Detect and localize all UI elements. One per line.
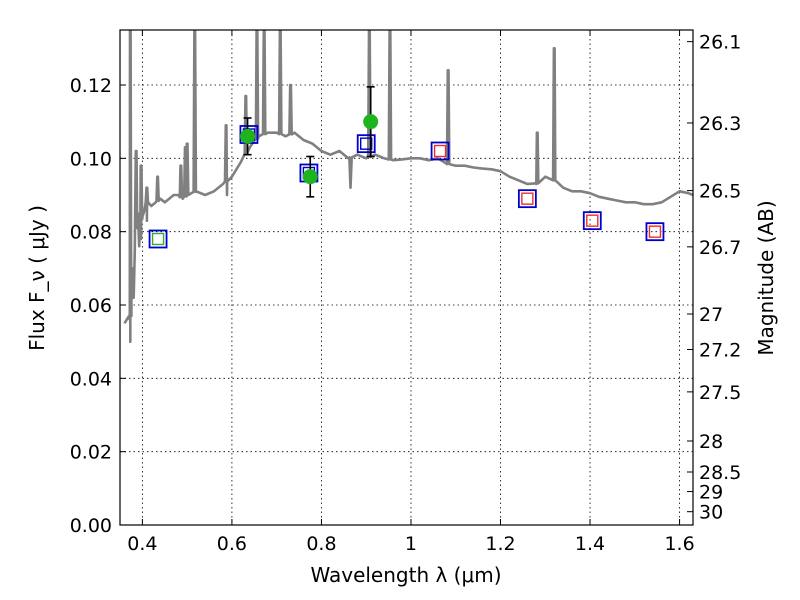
right-tick-label: 26.5 [699, 181, 741, 203]
right-tick-label: 27.5 [699, 382, 741, 404]
y-axis-label-right: Magnitude (AB) [754, 200, 778, 355]
y-axis-label-left: Flux F_ν ( μJy ) [25, 205, 49, 351]
right-tick-label: 29 [699, 482, 723, 504]
right-tick-label: 27 [699, 304, 723, 326]
observed-point [240, 128, 256, 144]
x-axis-ticks: 0.4 0.6 0.8 1 1.2 1.4 1.6 [127, 30, 695, 555]
x-tick-label: 1.4 [575, 533, 605, 555]
right-tick-label: 28 [699, 431, 723, 453]
points-layer [148, 86, 665, 249]
right-tick-label: 28.5 [699, 462, 741, 484]
x-tick-label: 0.4 [127, 533, 157, 555]
model-point-square [645, 222, 665, 242]
spectrum-line [123, 30, 693, 343]
x-tick-label: 1.2 [485, 533, 515, 555]
y-axis-ticks: 0.00 0.02 0.04 0.06 0.08 0.10 0.12 [70, 75, 126, 537]
y-tick-label: 0.08 [70, 222, 112, 244]
model-point-inner-square [521, 192, 534, 205]
right-tick-label: 26.3 [699, 113, 741, 135]
model-point-inner-square [586, 214, 599, 227]
y-tick-label: 0.04 [70, 368, 112, 390]
model-point-inner-square [360, 137, 373, 150]
observed-point [363, 114, 379, 130]
x-tick-label: 0.8 [306, 533, 336, 555]
model-point-square [356, 134, 376, 154]
model-point-inner-square [433, 144, 447, 158]
x-tick-label: 1.6 [664, 533, 694, 555]
model-point-square [430, 141, 450, 161]
right-tick-label: 26.1 [699, 32, 741, 54]
y-tick-label: 0.02 [70, 442, 112, 464]
y-tick-label: 0.06 [70, 295, 112, 317]
model-point-square [582, 211, 602, 231]
plot-frame [119, 29, 694, 526]
x-tick-label: 0.6 [217, 533, 247, 555]
x-axis-label: Wavelength λ (μm) [310, 563, 501, 587]
model-point-inner-square [648, 225, 662, 238]
y-tick-label: 0.10 [70, 148, 112, 170]
model-point-square [517, 189, 537, 209]
model-point-inner-square [151, 232, 165, 246]
spectrum-layer [123, 30, 693, 343]
grid-lines [120, 30, 693, 526]
y-tick-label: 0.00 [70, 515, 112, 537]
x-tick-label: 1 [405, 533, 417, 555]
right-tick-label: 26.7 [699, 237, 741, 259]
right-tick-label: 30 [699, 502, 723, 524]
observed-point [302, 169, 318, 185]
model-point-square [148, 229, 168, 249]
right-tick-label: 27.2 [699, 340, 741, 362]
y-tick-label: 0.12 [70, 75, 112, 97]
